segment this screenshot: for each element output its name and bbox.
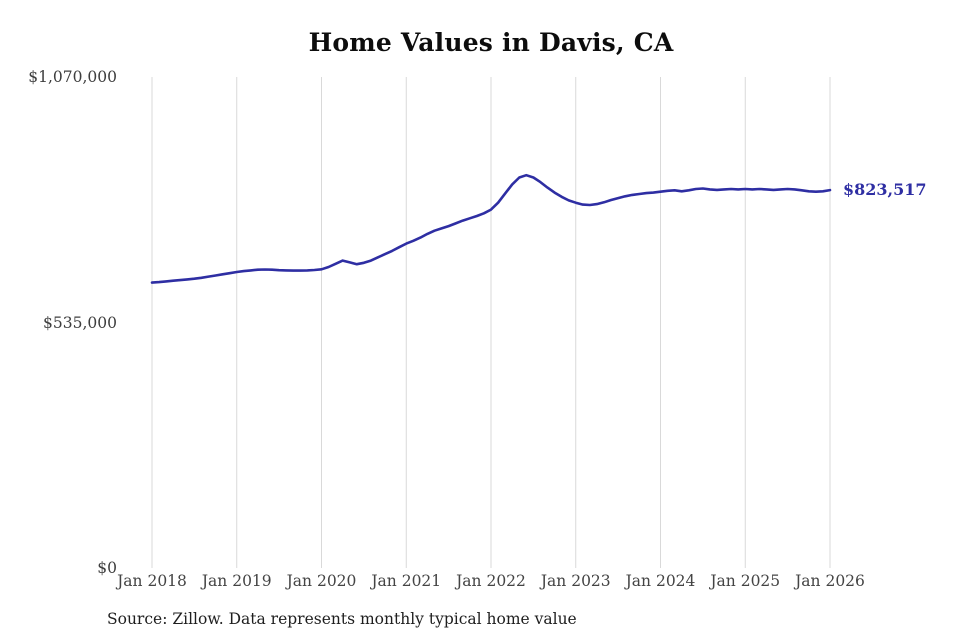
x-axis-label: Jan 2025 (710, 572, 781, 590)
x-axis-label: Jan 2021 (371, 572, 442, 590)
x-axis-label: Jan 2020 (286, 572, 357, 590)
x-axis-label: Jan 2026 (795, 572, 865, 590)
y-axis-label: $0 (97, 559, 117, 577)
home-value-line (150, 173, 832, 284)
y-axis-label: $535,000 (43, 313, 117, 332)
x-axis-label: Jan 2024 (625, 572, 696, 590)
x-axis-label: Jan 2019 (201, 572, 272, 590)
x-axis-label: Jan 2022 (456, 572, 526, 590)
x-axis-label: Jan 2018 (117, 572, 187, 590)
end-value-label: $823,517 (843, 180, 927, 200)
x-axis-label: Jan 2023 (540, 572, 611, 590)
chart-title: Home Values in Davis, CA (308, 28, 674, 57)
y-axis-label: $1,070,000 (28, 68, 117, 86)
source-note: Source: Zillow. Data represents monthly … (107, 610, 577, 628)
